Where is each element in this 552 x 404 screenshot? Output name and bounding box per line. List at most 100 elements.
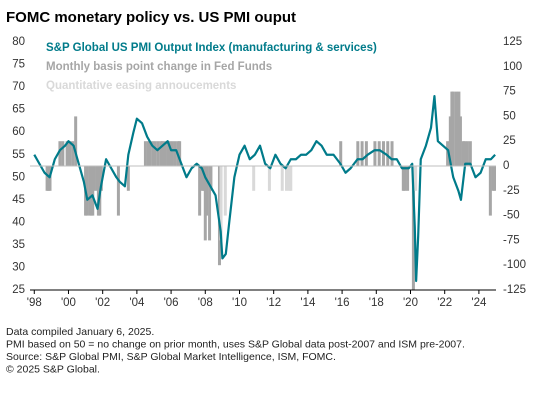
legend-entry: Monthly basis point change in Fed Funds xyxy=(46,61,272,73)
bar xyxy=(403,166,407,191)
bar xyxy=(406,166,410,191)
bar xyxy=(208,166,212,241)
note: © 2025 S&P Global. xyxy=(6,363,100,375)
bar xyxy=(280,166,284,191)
bar xyxy=(161,141,165,166)
x-tick-label: '20 xyxy=(403,297,418,309)
y-tick-label: 70 xyxy=(12,81,25,93)
bar xyxy=(166,141,170,166)
y2-tick-label: -50 xyxy=(503,210,520,222)
pmi-line xyxy=(33,95,496,283)
bar xyxy=(356,141,360,166)
x-tick-label: '98 xyxy=(27,297,42,309)
bar xyxy=(74,116,78,166)
bar xyxy=(454,91,458,166)
bar xyxy=(446,141,450,166)
y2-tick-label: 25 xyxy=(503,135,516,147)
bar xyxy=(461,141,465,166)
bar xyxy=(463,141,467,166)
bar xyxy=(364,141,368,166)
x-tick-label: '22 xyxy=(437,297,452,309)
legend-entry: S&P Global US PMI Output Index (manufact… xyxy=(46,42,377,54)
y-tick-label: 50 xyxy=(12,171,25,183)
bar xyxy=(92,166,96,191)
bar xyxy=(360,141,364,166)
bar xyxy=(223,166,227,216)
y2-tick-label: -75 xyxy=(503,234,520,246)
bar xyxy=(85,166,89,216)
bar xyxy=(209,166,213,191)
bar xyxy=(465,141,469,166)
x-tick-label: '10 xyxy=(232,297,247,309)
bar xyxy=(200,166,204,191)
bar xyxy=(68,141,72,166)
bar xyxy=(386,141,390,166)
bar xyxy=(451,91,455,166)
bar xyxy=(48,166,52,191)
bar xyxy=(156,141,160,166)
y-tick-label: 80 xyxy=(12,36,25,48)
note: PMI based on 50 = no change on prior mon… xyxy=(6,338,465,350)
x-tick-label: '08 xyxy=(198,297,213,309)
x-tick-label: '02 xyxy=(95,297,110,309)
bar xyxy=(126,166,130,191)
y2-tick-label: -100 xyxy=(503,259,526,271)
bar xyxy=(46,166,50,191)
y-tick-label: 30 xyxy=(12,261,25,273)
x-tick-label: '16 xyxy=(335,297,350,309)
bar xyxy=(153,141,157,166)
y2-tick-label: 125 xyxy=(503,36,522,48)
y-tick-label: 25 xyxy=(12,284,25,296)
bar xyxy=(285,166,289,191)
bar xyxy=(198,166,202,216)
bar xyxy=(414,166,418,191)
bar xyxy=(289,166,293,191)
bar xyxy=(163,141,167,166)
bar xyxy=(219,166,223,241)
bar xyxy=(148,141,152,166)
y-tick-label: 35 xyxy=(12,239,25,251)
bar xyxy=(411,166,415,290)
bar xyxy=(58,141,62,166)
bar xyxy=(339,141,343,166)
x-tick-label: '24 xyxy=(471,297,487,309)
bar xyxy=(458,116,462,166)
y-tick-label: 55 xyxy=(12,149,25,161)
x-tick-label: '06 xyxy=(164,297,179,309)
bar xyxy=(267,166,271,191)
bar xyxy=(151,141,155,166)
x-tick-label: '12 xyxy=(266,297,281,309)
y-tick-label: 65 xyxy=(12,104,25,116)
y2-tick-label: -125 xyxy=(503,284,526,296)
y-tick-label: 60 xyxy=(12,126,25,138)
chart-title: FOMC monetary policy vs. US PMI ouput xyxy=(6,9,296,26)
y2-tick-label: 0 xyxy=(503,160,509,172)
x-tick-label: '14 xyxy=(300,297,316,309)
bar xyxy=(390,141,394,166)
y2-tick-label: -25 xyxy=(503,185,520,197)
bar xyxy=(377,141,381,166)
x-tick-label: '00 xyxy=(61,297,76,309)
bar xyxy=(173,141,177,166)
bar xyxy=(168,141,172,166)
bar xyxy=(170,141,174,166)
bar xyxy=(252,166,256,191)
bar xyxy=(412,166,416,191)
bar xyxy=(71,141,75,166)
y2-tick-label: 100 xyxy=(503,61,522,73)
bar xyxy=(116,166,120,216)
bar xyxy=(99,166,103,191)
bar xyxy=(491,166,495,191)
bar xyxy=(488,166,492,216)
plot-area xyxy=(33,91,496,290)
note: Data compiled January 6, 2025. xyxy=(6,326,154,338)
x-tick-label: '04 xyxy=(129,297,145,309)
bar xyxy=(65,141,69,166)
bar xyxy=(468,141,472,166)
bar xyxy=(205,166,209,216)
y-tick-label: 45 xyxy=(12,194,25,206)
bar xyxy=(373,141,377,166)
y-tick-label: 40 xyxy=(12,216,25,228)
